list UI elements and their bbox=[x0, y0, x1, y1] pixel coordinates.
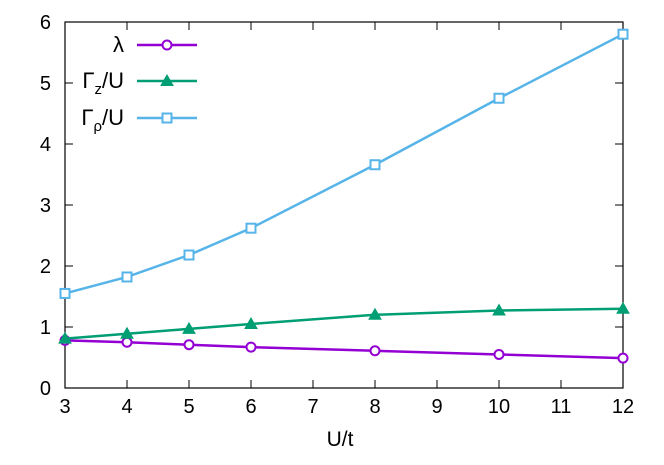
series-line bbox=[64, 307, 624, 340]
data-point-triangle bbox=[120, 326, 134, 339]
series-line bbox=[64, 33, 624, 295]
legend: λΓz/UΓρ/U bbox=[81, 32, 197, 135]
x-tick-label: 9 bbox=[431, 396, 442, 418]
x-tick-label: 7 bbox=[307, 396, 318, 418]
x-tick-label: 6 bbox=[245, 396, 256, 418]
x-axis-label: U/t bbox=[327, 428, 354, 451]
data-point-triangle bbox=[368, 307, 382, 320]
data-point-circle bbox=[617, 352, 629, 364]
data-point-square bbox=[121, 271, 133, 283]
data-point-triangle bbox=[244, 316, 258, 329]
data-point-triangle bbox=[492, 303, 506, 316]
data-point-circle bbox=[121, 336, 133, 348]
legend-label-suffix: /U bbox=[102, 68, 124, 93]
y-axis-ticks: 0 1 2 3 4 5 6 bbox=[40, 12, 623, 400]
x-tick-label: 12 bbox=[612, 396, 634, 418]
x-tick-label: 8 bbox=[369, 396, 380, 418]
y-tick-label: 2 bbox=[40, 256, 51, 278]
x-tick-label: 4 bbox=[121, 396, 132, 418]
legend-entry: Γρ/U bbox=[81, 105, 197, 135]
data-point-circle bbox=[493, 348, 505, 360]
data-point-circle bbox=[183, 339, 195, 351]
series-0 bbox=[59, 334, 629, 364]
y-tick-label: 5 bbox=[40, 73, 51, 95]
data-point-circle bbox=[369, 345, 381, 357]
data-point-triangle bbox=[160, 73, 174, 86]
legend-label-subscript: ρ bbox=[93, 118, 102, 135]
data-point-triangle bbox=[58, 331, 72, 344]
data-point-square bbox=[369, 159, 381, 171]
legend-entry: λ bbox=[113, 32, 197, 57]
legend-label-main: Γ bbox=[82, 68, 94, 93]
legend-label-main: λ bbox=[113, 32, 124, 57]
x-tick-label: 5 bbox=[183, 396, 194, 418]
series-layer bbox=[58, 28, 630, 364]
data-point-circle bbox=[245, 341, 257, 353]
x-tick-label: 3 bbox=[59, 396, 70, 418]
legend-entry: Γz/U bbox=[82, 68, 197, 98]
legend-label-subscript: z bbox=[95, 81, 103, 98]
y-tick-label: 6 bbox=[40, 12, 51, 34]
y-tick-label: 1 bbox=[40, 317, 51, 339]
data-point-triangle bbox=[616, 301, 630, 314]
x-axis-ticks: 3 4 5 6 7 8 9 10 11 12 bbox=[59, 22, 634, 418]
legend-label: Γρ/U bbox=[81, 105, 124, 135]
data-point-circle bbox=[161, 39, 173, 51]
legend-label: λ bbox=[113, 32, 124, 57]
data-point-square bbox=[59, 287, 71, 299]
data-point-square bbox=[617, 28, 629, 40]
data-point-square bbox=[161, 112, 173, 124]
y-tick-label: 4 bbox=[40, 134, 51, 156]
x-tick-label: 11 bbox=[551, 396, 572, 418]
y-tick-label: 0 bbox=[40, 378, 51, 400]
legend-label-suffix: /U bbox=[102, 105, 124, 130]
legend-label: Γz/U bbox=[82, 68, 124, 98]
data-point-square bbox=[493, 92, 505, 104]
x-tick-label: 10 bbox=[488, 396, 510, 418]
y-tick-label: 3 bbox=[40, 195, 51, 217]
data-point-square bbox=[245, 222, 257, 234]
series-1 bbox=[58, 301, 630, 344]
data-point-square bbox=[183, 249, 195, 261]
legend-label-main: Γ bbox=[81, 105, 93, 130]
series-2 bbox=[59, 28, 629, 299]
data-point-triangle bbox=[182, 321, 196, 334]
series-line bbox=[64, 339, 624, 360]
